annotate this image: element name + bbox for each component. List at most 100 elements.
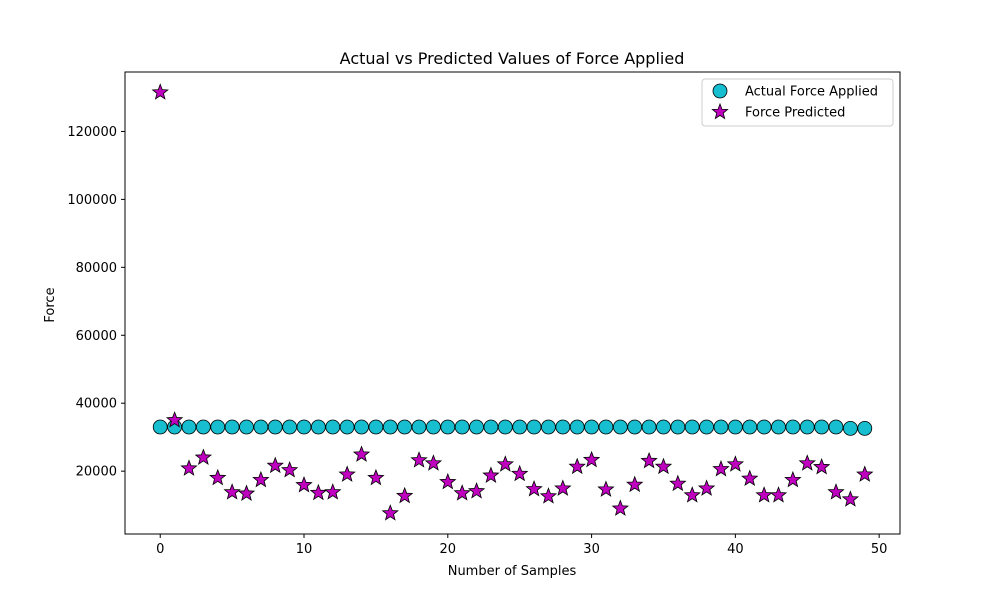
- axes: 0 10 20 30 40 50 20000 40000 60000 80000 100000 120…: [67, 71, 901, 557]
- predicted-point: [237, 484, 256, 501]
- predicted-point: [640, 451, 658, 469]
- actual-point: [670, 419, 686, 435]
- actual-point: [727, 419, 743, 435]
- actual-point: [555, 419, 571, 435]
- predicted-point: [669, 474, 687, 492]
- predicted-point: [769, 486, 788, 503]
- legend-label: Force Predicted: [745, 106, 845, 121]
- actual-point: [541, 419, 556, 435]
- legend: Actual Force Applied Force Predicted: [701, 78, 894, 127]
- predicted-point: [741, 469, 759, 487]
- predicted-point: [496, 455, 514, 472]
- actual-point: [814, 419, 830, 435]
- actual-point: [426, 419, 441, 435]
- predicted-point: [194, 448, 213, 465]
- actual-point: [785, 419, 801, 435]
- x-tick-label: 10: [296, 542, 313, 557]
- y-tick-label: 60000: [76, 329, 117, 344]
- predicted-point: [511, 464, 529, 482]
- actual-point: [569, 419, 585, 435]
- predicted-point: [539, 487, 558, 504]
- predicted-point: [755, 486, 773, 503]
- actual-point: [526, 419, 542, 435]
- y-tick-label: 80000: [76, 261, 117, 276]
- predicted-point: [280, 461, 299, 478]
- predicted-point: [856, 465, 874, 482]
- predicted-point: [812, 457, 831, 475]
- actual-point: [195, 419, 211, 435]
- legend-box: [701, 78, 894, 127]
- x-tick-label: 0: [156, 542, 164, 557]
- actual-point: [742, 419, 758, 435]
- actual-point: [656, 419, 671, 435]
- actual-point: [699, 419, 715, 435]
- predicted-point: [424, 454, 443, 471]
- actual-point: [354, 419, 369, 435]
- actual-point: [310, 419, 326, 435]
- actual-point: [842, 420, 858, 436]
- predicted-point: [223, 483, 241, 500]
- actual-point: [454, 419, 470, 435]
- predicted-point: [798, 454, 816, 471]
- predicted-point: [611, 499, 630, 516]
- predicted-point: [554, 479, 572, 496]
- predicted-point: [626, 475, 644, 493]
- predicted-point: [597, 480, 615, 497]
- predicted-point: [180, 459, 198, 476]
- predicted-point: [525, 480, 543, 497]
- actual-point: [469, 419, 484, 435]
- predicted-point: [841, 490, 860, 507]
- predicted-point: [165, 411, 184, 428]
- actual-point: [368, 419, 384, 435]
- actual-point: [771, 419, 786, 435]
- predicted-point: [252, 470, 270, 488]
- predicted-point: [467, 482, 486, 499]
- predicted-point: [309, 483, 328, 501]
- x-axis-label: Number of Samples: [448, 564, 577, 579]
- y-tick-label: 20000: [76, 465, 117, 480]
- actual-point: [239, 419, 254, 435]
- axes-frame: [124, 71, 901, 535]
- actual-point: [857, 420, 873, 436]
- actual-point: [224, 419, 240, 435]
- actual-point: [253, 419, 269, 435]
- y-tick-label: 120000: [67, 125, 117, 140]
- actual-point: [210, 419, 226, 435]
- data-marks: [151, 83, 874, 521]
- actual-point: [497, 419, 513, 435]
- predicted-point: [266, 456, 284, 474]
- actual-point: [684, 419, 700, 435]
- actual-point: [282, 419, 298, 435]
- legend-item: Force Predicted: [711, 102, 845, 121]
- predicted-point: [697, 479, 716, 496]
- actual-point: [627, 419, 643, 435]
- predicted-point: [582, 450, 601, 468]
- actual-point: [181, 419, 197, 435]
- y-tick-label: 100000: [67, 193, 117, 208]
- predicted-point: [209, 468, 227, 486]
- actual-point: [397, 419, 413, 435]
- actual-point: [440, 419, 456, 435]
- legend-label: Actual Force Applied: [745, 85, 878, 100]
- predicted-point: [827, 483, 845, 500]
- predicted-point: [453, 484, 471, 501]
- actual-point: [339, 419, 355, 435]
- predicted-point: [324, 483, 342, 500]
- actual-point: [325, 419, 341, 435]
- predicted-point: [568, 457, 586, 475]
- predicted-point: [395, 486, 414, 504]
- actual-point: [713, 419, 729, 435]
- y-axis-label: Force: [43, 287, 58, 322]
- predicted-point: [712, 459, 730, 477]
- predicted-point: [151, 83, 169, 100]
- actual-point: [612, 419, 628, 435]
- actual-point: [799, 419, 815, 435]
- predicted-point: [683, 486, 701, 503]
- actual-point: [152, 419, 168, 435]
- x-tick-label: 50: [871, 542, 888, 557]
- predicted-point: [381, 504, 399, 521]
- actual-point: [267, 419, 283, 435]
- predicted-point: [295, 475, 313, 493]
- predicted-point: [482, 466, 500, 483]
